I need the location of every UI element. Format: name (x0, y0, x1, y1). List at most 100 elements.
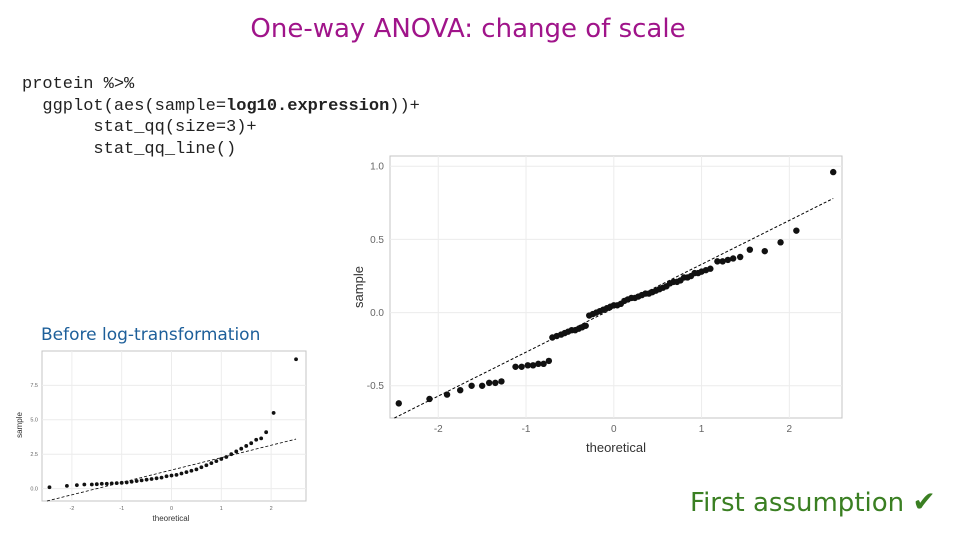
qq-point (264, 430, 269, 435)
x-tick-label: 1 (220, 506, 223, 512)
qq-plot-after-log: -2 -1 0 1 2 -0.5 0.0 0.5 1.0 theoretical sample (351, 155, 843, 455)
qq-point (234, 449, 239, 454)
qq-point (239, 446, 244, 451)
qq-point (164, 474, 169, 479)
qq-point (134, 479, 139, 483)
qq-point (492, 379, 499, 387)
qq-point (179, 471, 184, 476)
qq-point (47, 485, 52, 490)
qq-point (443, 391, 451, 398)
qq-point (524, 362, 531, 369)
x-tick-label: -2 (434, 424, 443, 435)
qq-point (194, 467, 199, 472)
qq-point (724, 256, 732, 264)
qq-point (119, 480, 124, 485)
y-tick-labels: 0.0 2.5 5.0 7.5 (30, 383, 38, 492)
code-line-2-bold: log10.expression (226, 96, 390, 116)
qq-point (204, 463, 209, 468)
qq-point (109, 481, 114, 486)
qq-points (47, 357, 298, 490)
x-axis-label: theoretical (153, 514, 190, 523)
qq-plot-before-log: -2 -1 0 1 2 0.0 2.5 5.0 7.5 theoretical sample (15, 350, 307, 523)
qq-point (729, 255, 737, 262)
x-tick-label: 2 (787, 424, 793, 435)
y-axis-label: sample (351, 266, 366, 308)
slide-title: One-way ANOVA: change of scale (250, 14, 686, 44)
y-tick-label: 0.5 (370, 235, 384, 246)
qq-point (485, 379, 493, 387)
qq-point (512, 363, 519, 370)
first-assumption-label: First assumption ✔ (690, 485, 936, 518)
qq-point (184, 470, 189, 475)
x-tick-label: -1 (119, 506, 124, 512)
qq-point (478, 382, 486, 389)
y-tick-label: 0.0 (370, 308, 384, 319)
code-line-3: stat_qq(size=3)+ (22, 118, 257, 137)
qq-point (154, 476, 159, 481)
qq-point (209, 461, 214, 466)
qq-point (189, 468, 194, 473)
x-tick-label: 1 (699, 424, 705, 435)
grid-lines (42, 351, 306, 501)
qq-point (540, 360, 547, 368)
qq-point (104, 481, 109, 486)
panel-background (41, 350, 307, 502)
qq-point (746, 246, 754, 253)
x-tick-label: 2 (270, 506, 273, 512)
qq-point (426, 395, 433, 403)
qq-point (468, 382, 475, 389)
qq-point (149, 477, 154, 481)
y-tick-label: 5.0 (30, 418, 38, 424)
qq-point (124, 480, 129, 485)
qq-point (214, 459, 219, 463)
qq-point (793, 227, 800, 234)
qq-point (457, 386, 464, 394)
qq-point (169, 473, 174, 478)
x-tick-labels: -2 -1 0 1 2 (69, 506, 272, 512)
qq-point (89, 482, 94, 487)
qq-point (99, 481, 104, 486)
qq-point (65, 483, 69, 488)
qq-point (777, 239, 784, 246)
qq-point (707, 265, 714, 272)
qq-point (114, 481, 119, 486)
y-tick-label: 1.0 (370, 162, 384, 173)
code-line-4: stat_qq_line() (22, 139, 237, 159)
qq-point (736, 253, 744, 261)
x-tick-label: -2 (69, 506, 74, 512)
grid-lines (390, 156, 842, 418)
qq-point (159, 475, 164, 480)
x-tick-label: 0 (170, 506, 173, 512)
panel-background (389, 155, 843, 419)
qq-point (545, 357, 553, 365)
qq-point (535, 360, 542, 368)
first-assumption-text: First assumption (690, 488, 905, 518)
qq-point (244, 444, 249, 448)
qq-point (830, 168, 837, 176)
qq-point (714, 258, 721, 265)
qq-point (94, 482, 99, 487)
before-log-label: Before log-transformation (41, 325, 261, 345)
code-line-2-suffix: ))+ (389, 96, 420, 116)
qq-point (719, 258, 726, 265)
qq-point (518, 363, 525, 370)
code-line-2-prefix: ggplot(aes(sample= (22, 96, 227, 116)
x-tick-label: -1 (522, 424, 531, 435)
x-axis-label: theoretical (586, 440, 646, 455)
qq-point (294, 357, 298, 362)
qq-points (395, 168, 837, 407)
qq-point (395, 400, 402, 407)
x-tick-label: 0 (611, 424, 617, 435)
qq-point (249, 441, 254, 446)
code-line-1: protein %>% (22, 75, 135, 94)
qq-point (219, 457, 224, 461)
qq-point (224, 455, 229, 459)
y-axis-label: sample (15, 412, 24, 438)
qq-point (229, 452, 234, 457)
qq-point (582, 322, 589, 329)
y-tick-labels: -0.5 0.0 0.5 1.0 (367, 162, 385, 393)
qq-point (254, 437, 259, 442)
qq-reference-line (46, 438, 297, 502)
qq-point (498, 378, 505, 385)
qq-point (74, 483, 79, 488)
